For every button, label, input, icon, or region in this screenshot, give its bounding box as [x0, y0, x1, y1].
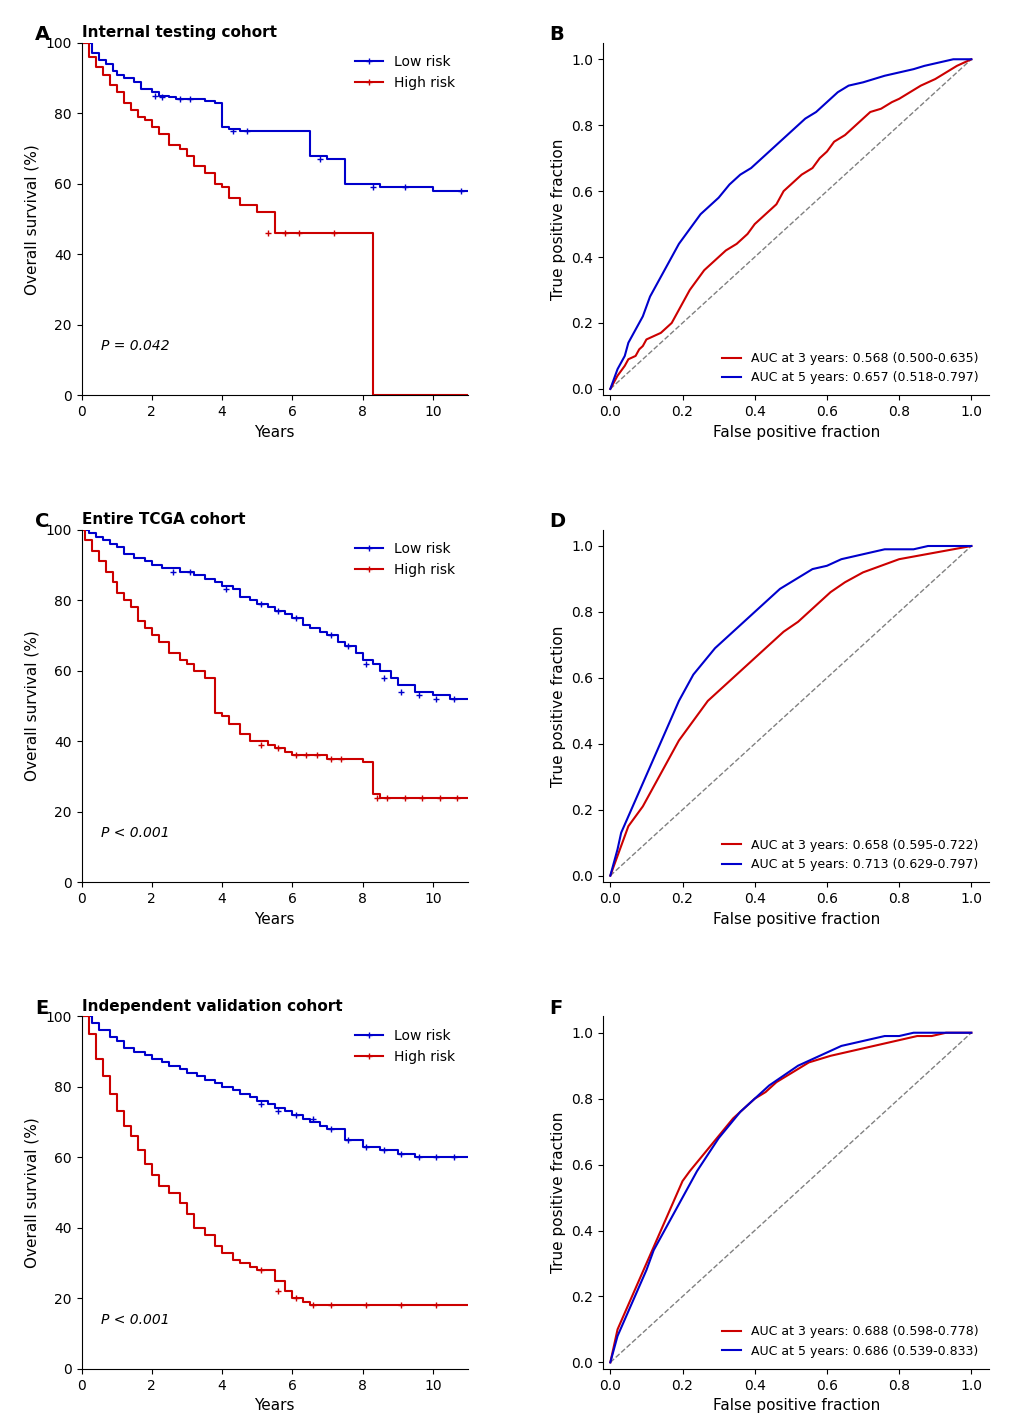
- Text: Independent validation cohort: Independent validation cohort: [82, 998, 342, 1014]
- Text: P < 0.001: P < 0.001: [101, 826, 169, 840]
- Y-axis label: Overall survival (%): Overall survival (%): [24, 630, 40, 781]
- Y-axis label: Overall survival (%): Overall survival (%): [24, 1117, 40, 1268]
- Legend: Low risk, High risk: Low risk, High risk: [350, 1024, 461, 1070]
- X-axis label: Years: Years: [255, 911, 294, 927]
- Y-axis label: True positive fraction: True positive fraction: [550, 1112, 566, 1273]
- X-axis label: Years: Years: [255, 425, 294, 439]
- Text: E: E: [36, 998, 49, 1018]
- X-axis label: Years: Years: [255, 1399, 294, 1413]
- Y-axis label: True positive fraction: True positive fraction: [550, 625, 566, 787]
- Text: P < 0.001: P < 0.001: [101, 1313, 169, 1326]
- Legend: AUC at 3 years: 0.658 (0.595-0.722), AUC at 5 years: 0.713 (0.629-0.797): AUC at 3 years: 0.658 (0.595-0.722), AUC…: [716, 834, 982, 876]
- Text: C: C: [36, 512, 50, 530]
- Text: Internal testing cohort: Internal testing cohort: [82, 26, 276, 40]
- Legend: Low risk, High risk: Low risk, High risk: [350, 536, 461, 582]
- X-axis label: False positive fraction: False positive fraction: [712, 911, 879, 927]
- Y-axis label: True positive fraction: True positive fraction: [550, 138, 566, 299]
- X-axis label: False positive fraction: False positive fraction: [712, 425, 879, 439]
- Legend: Low risk, High risk: Low risk, High risk: [350, 50, 461, 96]
- Legend: AUC at 3 years: 0.688 (0.598-0.778), AUC at 5 years: 0.686 (0.539-0.833): AUC at 3 years: 0.688 (0.598-0.778), AUC…: [716, 1320, 982, 1363]
- Text: Entire TCGA cohort: Entire TCGA cohort: [82, 512, 245, 528]
- X-axis label: False positive fraction: False positive fraction: [712, 1399, 879, 1413]
- Text: D: D: [548, 512, 565, 530]
- Text: B: B: [548, 26, 564, 44]
- Text: F: F: [548, 998, 561, 1018]
- Text: A: A: [36, 26, 50, 44]
- Legend: AUC at 3 years: 0.568 (0.500-0.635), AUC at 5 years: 0.657 (0.518-0.797): AUC at 3 years: 0.568 (0.500-0.635), AUC…: [716, 347, 982, 389]
- Text: P = 0.042: P = 0.042: [101, 339, 169, 354]
- Y-axis label: Overall survival (%): Overall survival (%): [24, 144, 40, 295]
